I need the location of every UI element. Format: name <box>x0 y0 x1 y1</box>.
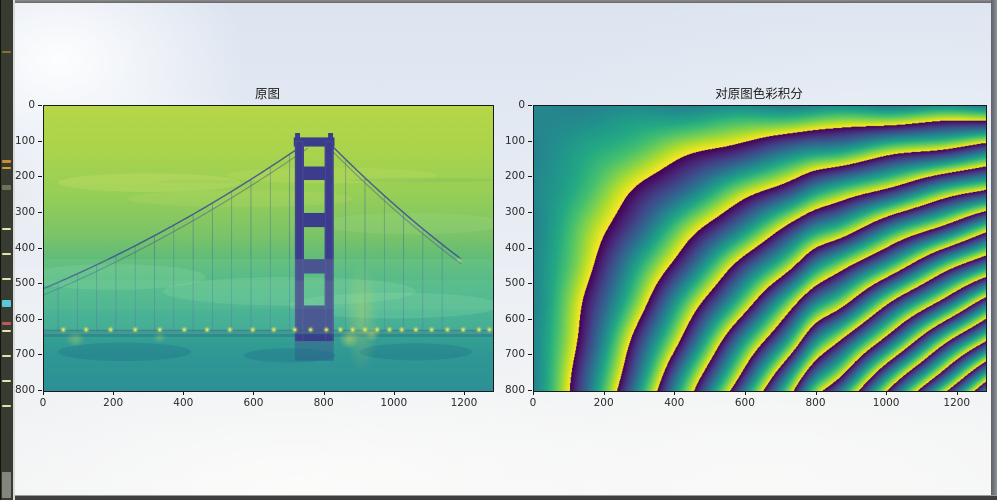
y-tick-mark <box>528 283 532 285</box>
original-image-canvas <box>44 106 493 391</box>
y-tick-mark <box>528 140 532 142</box>
integral-image-canvas <box>534 106 986 391</box>
strip-mark <box>2 253 11 255</box>
strip-mark <box>2 278 11 280</box>
y-tick-label: 300 <box>14 205 35 218</box>
x-tick-mark <box>815 391 817 395</box>
y-tick-mark <box>38 140 42 142</box>
y-tick-label: 400 <box>504 241 525 254</box>
strip-mark <box>2 185 11 190</box>
strip-mark <box>2 160 11 163</box>
window-right-border <box>991 0 997 500</box>
x-tick-label: 600 <box>734 397 755 409</box>
x-tick-mark <box>744 391 746 395</box>
x-tick-mark <box>113 391 115 395</box>
y-tick-label: 200 <box>504 170 525 183</box>
x-tick-mark <box>253 391 255 395</box>
y-tick-label: 500 <box>504 277 525 290</box>
strip-mark <box>2 228 11 230</box>
strip-mark <box>2 51 11 53</box>
y-tick-label: 800 <box>14 384 35 396</box>
strip-mark <box>2 405 11 407</box>
y-tick-label: 0 <box>518 99 525 111</box>
y-tick-label: 400 <box>14 241 35 254</box>
subplot-title-integral: 对原图色彩积分 <box>715 86 803 101</box>
x-tick-label: 1000 <box>380 397 408 409</box>
y-tick-label: 100 <box>504 134 525 147</box>
strip-mark <box>2 300 11 307</box>
window-top-border <box>0 0 997 3</box>
strip-mark <box>2 472 11 498</box>
x-tick-label: 800 <box>805 397 826 409</box>
y-tick-mark <box>528 105 532 106</box>
y-tick-label: 500 <box>14 277 35 290</box>
strip-mark <box>2 167 11 169</box>
strip-mark <box>2 380 11 382</box>
y-tick-mark <box>38 211 42 213</box>
x-tick-mark <box>393 391 395 395</box>
x-tick-label: 200 <box>103 397 124 409</box>
x-tick-mark <box>674 391 676 395</box>
strip-mark <box>2 355 11 357</box>
x-tick-label: 200 <box>593 397 614 409</box>
y-tick-label: 600 <box>504 312 525 325</box>
x-tick-mark <box>463 391 465 395</box>
x-tick-label: 1000 <box>872 397 900 409</box>
x-tick-label: 0 <box>39 397 47 409</box>
y-tick-mark <box>38 247 42 249</box>
x-tick-label: 400 <box>173 397 194 409</box>
x-tick-mark <box>533 391 534 395</box>
strip-mark <box>2 330 11 332</box>
x-tick-mark <box>956 391 958 395</box>
x-tick-mark <box>323 391 325 395</box>
x-tick-mark <box>886 391 888 395</box>
y-tick-mark <box>38 105 42 106</box>
y-tick-mark <box>38 283 42 285</box>
x-tick-mark <box>43 391 44 395</box>
x-tick-label: 400 <box>664 397 685 409</box>
y-tick-label: 700 <box>504 348 525 361</box>
y-tick-label: 300 <box>504 205 525 218</box>
x-tick-label: 1200 <box>450 397 478 409</box>
x-tick-label: 0 <box>529 397 537 409</box>
y-tick-mark <box>528 390 532 391</box>
y-tick-mark <box>528 354 532 356</box>
y-tick-label: 0 <box>28 99 35 111</box>
x-tick-label: 600 <box>243 397 264 409</box>
y-tick-label: 800 <box>504 384 525 396</box>
subplot-integral <box>533 105 987 392</box>
y-tick-mark <box>38 390 42 391</box>
window-left-marker-strip <box>0 0 15 500</box>
y-tick-mark <box>528 176 532 178</box>
x-tick-label: 1200 <box>943 397 971 409</box>
y-tick-mark <box>528 211 532 213</box>
subplot-title-original: 原图 <box>254 86 280 101</box>
x-tick-mark <box>603 391 605 395</box>
y-tick-label: 600 <box>14 312 35 325</box>
strip-mark <box>2 322 11 325</box>
y-tick-mark <box>38 176 42 178</box>
window-bottom-border <box>0 495 997 500</box>
x-tick-mark <box>183 391 185 395</box>
y-tick-mark <box>38 354 42 356</box>
y-tick-label: 100 <box>14 134 35 147</box>
y-tick-mark <box>38 318 42 320</box>
y-tick-mark <box>528 247 532 249</box>
x-tick-label: 800 <box>313 397 334 409</box>
y-tick-label: 700 <box>14 348 35 361</box>
y-tick-mark <box>528 318 532 320</box>
strip-inner-line <box>0 0 1 500</box>
y-tick-label: 200 <box>14 170 35 183</box>
subplot-original <box>43 105 494 392</box>
